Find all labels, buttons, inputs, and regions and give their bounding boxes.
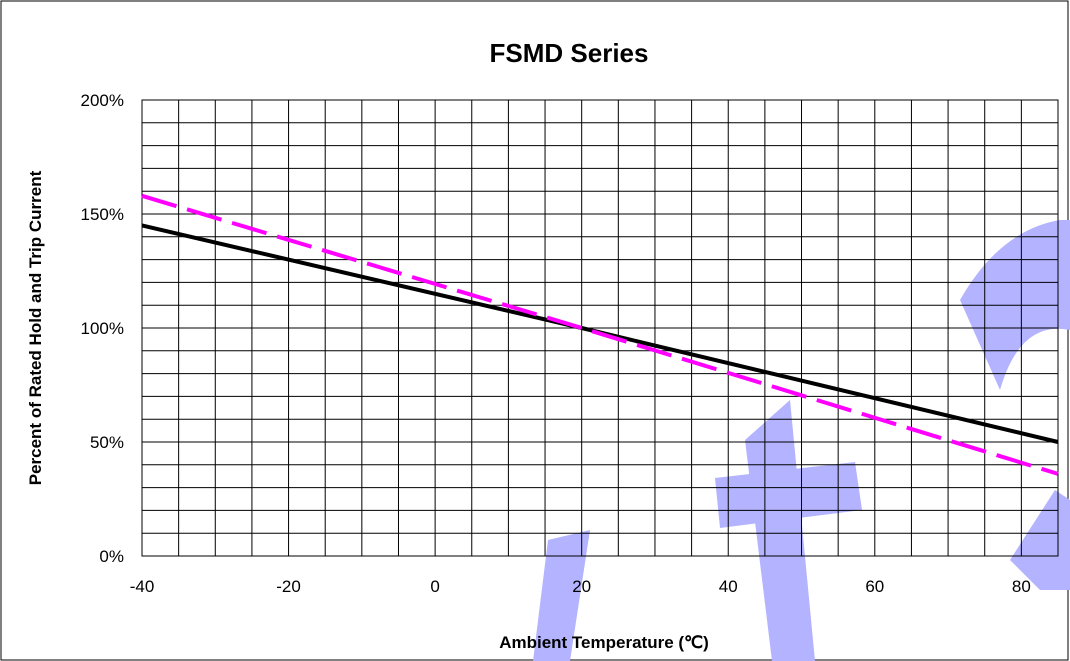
x-tick-label: 40: [719, 577, 738, 596]
watermark-stroke-bottom-right: [1010, 490, 1070, 590]
x-tick-label: 80: [1012, 577, 1031, 596]
y-tick-label: 0%: [99, 547, 124, 566]
x-axis-label: Ambient Temperature (℃): [499, 633, 709, 652]
y-tick-label: 200%: [81, 91, 124, 110]
y-tick-label: 150%: [81, 205, 124, 224]
series-line-dashed: [141, 193, 1059, 476]
watermark-stroke-left: [533, 530, 590, 661]
watermark-stroke-cross-horizontal: [715, 462, 862, 528]
series-line-solid: [141, 223, 1059, 444]
x-tick-label: -40: [130, 577, 155, 596]
x-axis-tick-labels: -40 -20 0 20 40 60 80: [130, 577, 1031, 596]
plot-area-border: [141, 99, 1059, 557]
x-tick-label: -20: [276, 577, 301, 596]
y-tick-label: 100%: [81, 319, 124, 338]
x-tick-label: 0: [430, 577, 439, 596]
y-tick-label: 50%: [90, 433, 124, 452]
x-tick-label: 20: [572, 577, 591, 596]
series-layer: [141, 193, 1059, 476]
chart-title: FSMD Series: [490, 38, 649, 68]
x-tick-label: 60: [865, 577, 884, 596]
y-axis-label: Percent of Rated Hold and Trip Current: [26, 170, 45, 485]
plot-grid: [142, 100, 1058, 556]
y-axis-tick-labels: 0% 50% 100% 150% 200%: [81, 91, 124, 566]
